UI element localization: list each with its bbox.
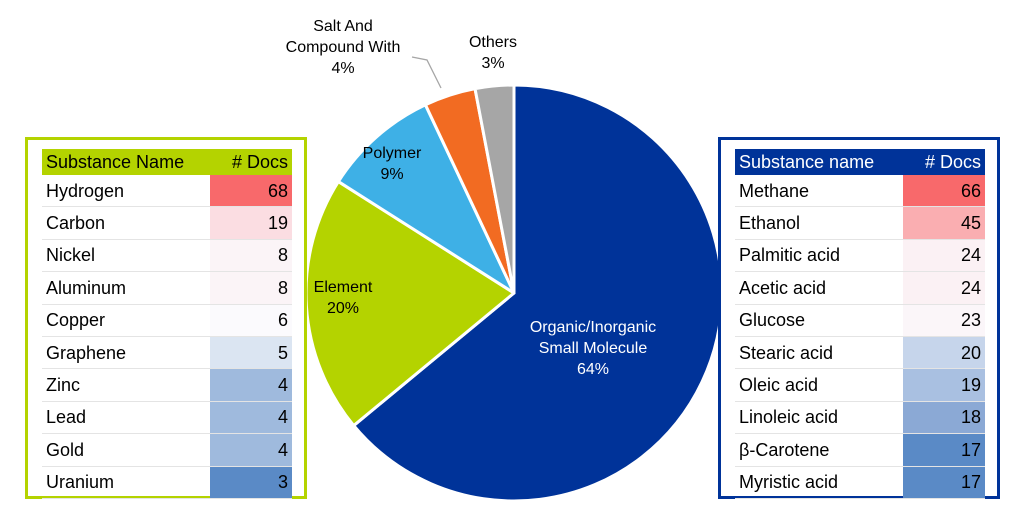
table-row: Gold 4 bbox=[42, 433, 292, 467]
right-header-name: Substance name bbox=[739, 152, 875, 172]
left-table-header: Substance Name # Docs bbox=[42, 149, 292, 175]
table-row: Zinc 4 bbox=[42, 368, 292, 402]
doc-count: 19 bbox=[209, 206, 292, 240]
doc-count: 4 bbox=[209, 433, 292, 467]
slice-others bbox=[473, 83, 516, 295]
slice-small-molecule bbox=[352, 83, 724, 503]
doc-count: 45 bbox=[902, 206, 985, 240]
left-substance-table: Substance Name # Docs Hydrogen 68 Carbon 1… bbox=[42, 149, 292, 499]
table-row: Methane 66 bbox=[735, 175, 985, 207]
label-element: Element 20% bbox=[314, 279, 373, 317]
substance-name: Palmitic acid bbox=[739, 245, 841, 266]
right-substance-table: Substance name # Docs Methane 66 Ethanol 4… bbox=[735, 149, 985, 499]
substance-name: Myristic acid bbox=[739, 472, 839, 493]
slice-polymer bbox=[336, 103, 516, 295]
doc-count: 24 bbox=[902, 271, 985, 305]
substance-name: Linoleic acid bbox=[739, 407, 839, 428]
table-row: Ethanol 45 bbox=[735, 206, 985, 240]
substance-name: Glucose bbox=[739, 310, 806, 331]
left-substance-table-box: Substance Name # Docs Hydrogen 68 Carbon 1… bbox=[25, 137, 307, 499]
label-others: Others 3% bbox=[469, 34, 517, 72]
substance-name: Zinc bbox=[46, 375, 81, 396]
table-row: Myristic acid 17 bbox=[735, 466, 985, 499]
substance-name: Lead bbox=[46, 407, 87, 428]
table-row: Oleic acid 19 bbox=[735, 368, 985, 402]
doc-count: 6 bbox=[209, 304, 292, 337]
doc-count: 4 bbox=[209, 368, 292, 402]
left-header-docs: # Docs bbox=[231, 152, 288, 172]
doc-count: 8 bbox=[209, 239, 292, 272]
table-row: β-Carotene 17 bbox=[735, 433, 985, 467]
doc-count: 66 bbox=[902, 175, 985, 207]
doc-count: 17 bbox=[902, 433, 985, 467]
substance-name: Gold bbox=[46, 439, 85, 460]
label-polymer: Polymer 9% bbox=[363, 145, 422, 183]
label-salt-compound: Salt And Compound With 4% bbox=[286, 18, 401, 77]
doc-count: 8 bbox=[209, 271, 292, 305]
table-row: Copper 6 bbox=[42, 304, 292, 337]
table-row: Glucose 23 bbox=[735, 304, 985, 337]
doc-count: 68 bbox=[209, 175, 292, 207]
substance-name: Graphene bbox=[46, 342, 127, 363]
right-header-docs: # Docs bbox=[924, 152, 981, 172]
table-row: Stearic acid 20 bbox=[735, 336, 985, 369]
substance-name: Carbon bbox=[46, 213, 106, 234]
salt-leader-line bbox=[411, 56, 442, 89]
table-row: Graphene 5 bbox=[42, 336, 292, 369]
substance-name: Oleic acid bbox=[739, 375, 819, 396]
substance-name: Hydrogen bbox=[46, 180, 125, 201]
table-row: Nickel 8 bbox=[42, 239, 292, 272]
table-row: Carbon 19 bbox=[42, 206, 292, 240]
table-row: Lead 4 bbox=[42, 401, 292, 434]
doc-count: 5 bbox=[209, 336, 292, 369]
substance-name: Ethanol bbox=[739, 213, 801, 234]
doc-count: 3 bbox=[209, 466, 292, 499]
doc-count: 17 bbox=[902, 466, 985, 499]
substance-name: Uranium bbox=[46, 472, 115, 493]
table-row: Acetic acid 24 bbox=[735, 271, 985, 305]
table-row: Linoleic acid 18 bbox=[735, 401, 985, 434]
substance-name: Stearic acid bbox=[739, 342, 834, 363]
table-row: Hydrogen 68 bbox=[42, 175, 292, 207]
doc-count: 18 bbox=[902, 401, 985, 434]
table-row: Aluminum 8 bbox=[42, 271, 292, 305]
right-substance-table-box: Substance name # Docs Methane 66 Ethanol 4… bbox=[718, 137, 1000, 499]
doc-count: 24 bbox=[902, 239, 985, 272]
right-table-header: Substance name # Docs bbox=[735, 149, 985, 175]
doc-count: 19 bbox=[902, 368, 985, 402]
doc-count: 23 bbox=[902, 304, 985, 337]
substance-name: Aluminum bbox=[46, 277, 127, 298]
substance-name: Acetic acid bbox=[739, 277, 827, 298]
left-header-name: Substance Name bbox=[46, 152, 185, 172]
substance-name: β-Carotene bbox=[739, 439, 830, 460]
substance-name: Methane bbox=[739, 180, 810, 201]
doc-count: 20 bbox=[902, 336, 985, 369]
label-small-molecule: Organic/Inorganic Small Molecule 64% bbox=[530, 319, 656, 378]
doc-count: 4 bbox=[209, 401, 292, 434]
substance-name: Copper bbox=[46, 310, 106, 331]
substance-name: Nickel bbox=[46, 245, 96, 266]
table-row: Uranium 3 bbox=[42, 466, 292, 499]
table-row: Palmitic acid 24 bbox=[735, 239, 985, 272]
